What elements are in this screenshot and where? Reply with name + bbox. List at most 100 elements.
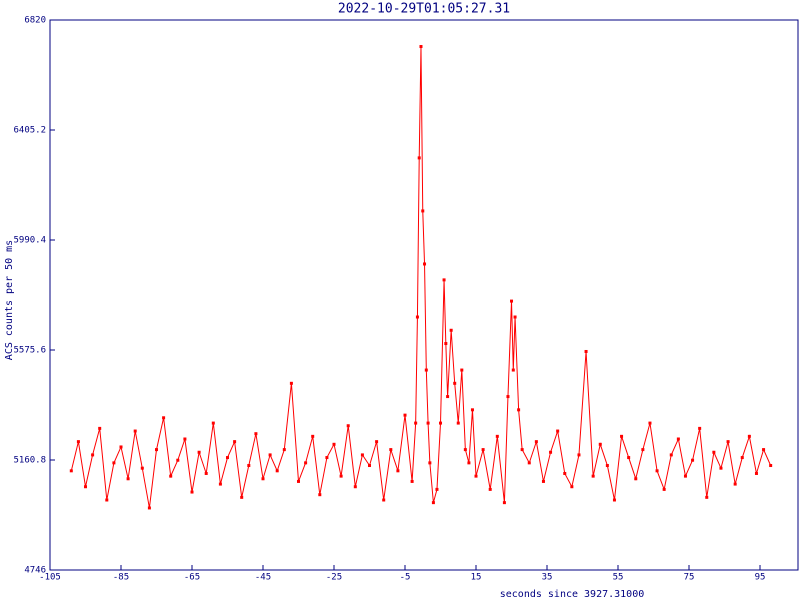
y-tick-label: 5160.8 <box>13 456 46 466</box>
x-tick-label: 35 <box>542 573 553 583</box>
data-point <box>297 479 301 483</box>
data-point <box>268 453 272 457</box>
x-tick-label: -85 <box>113 573 129 583</box>
data-point <box>527 461 531 465</box>
data-point <box>84 485 88 489</box>
data-point <box>233 440 237 444</box>
data-point <box>140 466 144 470</box>
series-line <box>70 46 772 509</box>
data-point <box>470 408 474 412</box>
data-point <box>570 485 574 489</box>
data-point <box>339 474 343 478</box>
data-point <box>726 440 730 444</box>
data-point <box>133 429 137 433</box>
data-point <box>460 368 464 372</box>
data-point <box>162 416 166 420</box>
x-tick-label: 15 <box>471 573 482 583</box>
data-point <box>318 493 322 497</box>
data-point <box>541 479 545 483</box>
data-point <box>648 421 652 425</box>
data-point <box>414 421 418 425</box>
data-point <box>76 440 80 444</box>
data-point <box>183 437 187 441</box>
data-point <box>332 442 336 446</box>
data-point <box>353 485 357 489</box>
data-point <box>311 434 315 438</box>
data-point <box>591 474 595 478</box>
data-point <box>719 466 723 470</box>
y-tick-label: 6820 <box>24 16 46 26</box>
data-point <box>534 440 538 444</box>
data-point <box>304 461 308 465</box>
data-point <box>415 315 419 319</box>
data-point <box>403 413 407 417</box>
data-point <box>410 479 414 483</box>
data-point <box>453 381 457 385</box>
y-tick-label: 5575.6 <box>13 346 46 356</box>
data-point <box>495 434 499 438</box>
data-point <box>502 501 506 505</box>
data-point <box>584 349 588 353</box>
data-point <box>275 469 279 473</box>
data-point <box>456 421 460 425</box>
y-tick-label: 6405.2 <box>13 126 46 136</box>
data-point <box>389 448 393 452</box>
data-point <box>549 450 553 454</box>
data-point <box>683 474 687 478</box>
data-point <box>754 471 758 475</box>
data-point <box>240 495 244 499</box>
y-axis-label: ACS counts per 50 ms <box>4 240 15 360</box>
data-point <box>669 453 673 457</box>
data-point <box>769 464 773 468</box>
data-point <box>396 469 400 473</box>
data-point <box>119 445 123 449</box>
data-point <box>517 408 521 412</box>
data-point <box>627 456 631 460</box>
data-point <box>346 424 350 428</box>
data-point <box>105 498 109 502</box>
data-point <box>421 209 425 213</box>
data-point <box>247 464 251 468</box>
data-point <box>446 395 450 399</box>
data-point <box>126 477 130 481</box>
data-point <box>762 448 766 452</box>
data-point <box>368 464 372 468</box>
data-point <box>442 278 446 282</box>
y-tick-label: 5990.4 <box>13 236 46 246</box>
data-point <box>431 501 435 505</box>
data-point <box>197 450 201 454</box>
data-point <box>620 434 624 438</box>
data-point <box>423 262 427 266</box>
x-tick-label: -45 <box>255 573 271 583</box>
chart-title: 2022-10-29T01:05:27.31 <box>338 2 510 17</box>
data-point <box>598 442 602 446</box>
data-point <box>511 368 515 372</box>
data-point <box>747 434 751 438</box>
x-tick-label: -25 <box>326 573 342 583</box>
data-point <box>98 426 102 430</box>
x-tick-label: 55 <box>613 573 624 583</box>
data-point <box>698 426 702 430</box>
data-point <box>577 453 581 457</box>
x-tick-label: -105 <box>39 573 61 583</box>
data-point <box>226 456 230 460</box>
data-point <box>513 315 517 319</box>
data-point <box>147 506 151 510</box>
data-point <box>91 453 95 457</box>
data-point <box>467 461 471 465</box>
data-point <box>282 448 286 452</box>
data-point <box>419 45 423 49</box>
data-point <box>520 448 524 452</box>
data-point <box>449 328 453 332</box>
data-point <box>176 458 180 462</box>
data-point <box>474 474 478 478</box>
data-point <box>556 429 560 433</box>
data-point <box>190 490 194 494</box>
data-point <box>634 477 638 481</box>
data-point <box>289 381 293 385</box>
data-point <box>69 469 73 473</box>
data-point <box>204 471 208 475</box>
data-point <box>662 487 666 491</box>
data-point <box>325 456 329 460</box>
